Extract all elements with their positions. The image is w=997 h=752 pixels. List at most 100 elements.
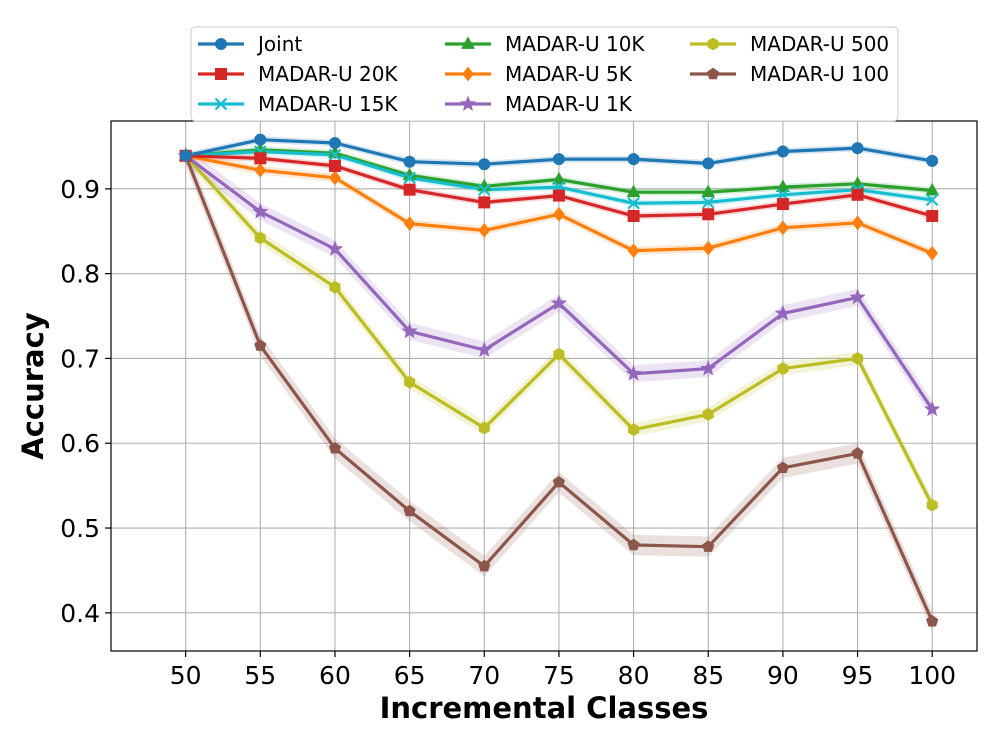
- x-tick-label: 80: [618, 661, 650, 690]
- point-madar-u-15k: [701, 196, 715, 209]
- point-madar-u-1k: [550, 294, 568, 311]
- band-madar-u-100: [185, 145, 933, 632]
- point-madar-u-100: [254, 339, 267, 351]
- point-madar-u-100: [328, 441, 342, 454]
- point-madar-u-1k: [924, 400, 941, 417]
- y-tick-label: 0.9: [60, 175, 100, 204]
- legend-label-joint: Joint: [256, 32, 302, 56]
- point-madar-u-100: [851, 446, 864, 459]
- legend-marker-madar-u-100: [706, 67, 720, 80]
- point-madar-u-20k: [403, 183, 416, 196]
- y-tick-label: 0.6: [60, 429, 100, 458]
- x-tick-label: 60: [319, 661, 351, 690]
- point-madar-u-1k: [401, 322, 418, 339]
- x-tick-label: 90: [767, 661, 799, 690]
- x-tick-label: 70: [468, 661, 500, 690]
- point-madar-u-20k: [851, 188, 864, 201]
- x-tick-label: 85: [692, 661, 724, 690]
- legend-marker-madar-u-500: [707, 37, 719, 51]
- point-madar-u-10k: [925, 182, 940, 196]
- point-madar-u-100: [552, 475, 565, 488]
- point-madar-u-100: [403, 504, 416, 517]
- legend-marker-madar-u-1k: [459, 95, 477, 111]
- point-madar-u-1k: [252, 203, 269, 219]
- y-axis-ticks: 0.4 0.5 0.6 0.7 0.8 0.9: [60, 175, 111, 628]
- point-madar-u-100: [776, 461, 789, 473]
- band-joint: [185, 136, 933, 168]
- point-madar-u-5k: [926, 245, 939, 261]
- x-axis-ticks: 50 55 60 65 70 75 80 85 90 95 100: [170, 651, 956, 690]
- point-joint: [776, 145, 789, 158]
- y-tick-label: 0.4: [60, 599, 100, 628]
- point-joint: [328, 137, 341, 150]
- point-madar-u-5k: [777, 220, 789, 236]
- point-madar-u-500: [628, 423, 640, 436]
- point-madar-u-500: [702, 408, 714, 421]
- point-madar-u-20k: [552, 189, 565, 202]
- point-madar-u-15k: [627, 196, 640, 210]
- y-tick-label: 0.8: [60, 260, 100, 289]
- point-madar-u-20k: [627, 209, 640, 222]
- legend-label-madar-u-20k: MADAR-U 20K: [258, 62, 398, 86]
- point-madar-u-15k: [328, 148, 342, 162]
- point-madar-u-15k: [403, 171, 416, 185]
- y-axis-label: Accuracy: [16, 312, 50, 460]
- point-madar-u-5k: [329, 170, 341, 186]
- legend-marker-madar-u-5k: [462, 66, 474, 82]
- point-joint: [478, 158, 491, 171]
- legend-marker-joint: [215, 38, 227, 50]
- legend: Joint MADAR-U 20K MADAR-U 15K MADAR-U 10K MA…: [190, 26, 899, 122]
- point-joint: [627, 153, 640, 166]
- legend-box: [190, 26, 899, 122]
- point-madar-u-10k: [775, 179, 790, 192]
- point-madar-u-5k: [254, 162, 267, 178]
- point-madar-u-500: [329, 280, 341, 294]
- point-madar-u-20k: [254, 152, 267, 165]
- point-madar-u-1k: [476, 341, 493, 357]
- legend-label-madar-u-5k: MADAR-U 5K: [505, 62, 633, 86]
- x-tick-label: 100: [908, 661, 956, 690]
- legend-label-madar-u-15k: MADAR-U 15K: [258, 92, 398, 116]
- point-madar-u-500: [777, 362, 789, 375]
- point-madar-u-500: [404, 375, 416, 389]
- point-joint: [926, 154, 939, 167]
- point-madar-u-1k: [625, 365, 642, 381]
- point-madar-u-500: [553, 347, 565, 361]
- point-madar-u-100: [702, 540, 715, 552]
- point-madar-u-20k: [926, 209, 939, 222]
- legend-marker-madar-u-15k: [214, 97, 228, 111]
- point-madar-u-100: [478, 559, 491, 572]
- point-madar-u-5k: [851, 215, 864, 231]
- point-madar-u-20k: [328, 159, 341, 172]
- x-tick-label: 65: [394, 661, 426, 690]
- point-madar-u-500: [926, 498, 938, 512]
- point-madar-u-5k: [478, 222, 491, 238]
- point-madar-u-500: [852, 352, 864, 365]
- x-tick-label: 95: [842, 661, 874, 690]
- point-joint: [702, 157, 715, 170]
- point-madar-u-500: [254, 231, 266, 245]
- legend-label-madar-u-500: MADAR-U 500: [750, 32, 889, 56]
- point-madar-u-100: [627, 538, 640, 551]
- point-madar-u-20k: [478, 196, 491, 209]
- point-madar-u-5k: [702, 240, 715, 256]
- point-madar-u-10k: [552, 171, 566, 185]
- series-markers: [177, 133, 941, 627]
- point-madar-u-10k: [701, 184, 716, 198]
- legend-label-madar-u-100: MADAR-U 100: [750, 62, 889, 86]
- point-madar-u-1k: [849, 288, 866, 305]
- point-madar-u-5k: [627, 243, 640, 259]
- point-madar-u-20k: [776, 198, 789, 211]
- x-tick-label: 55: [244, 661, 276, 690]
- point-madar-u-20k: [702, 208, 715, 221]
- y-tick-label: 0.7: [60, 344, 100, 373]
- point-madar-u-100: [926, 614, 939, 627]
- point-madar-u-1k: [774, 304, 792, 321]
- point-madar-u-15k: [925, 193, 939, 207]
- point-madar-u-15k: [477, 183, 491, 196]
- point-madar-u-5k: [403, 216, 416, 232]
- x-tick-label: 75: [543, 661, 575, 690]
- point-joint: [851, 142, 864, 155]
